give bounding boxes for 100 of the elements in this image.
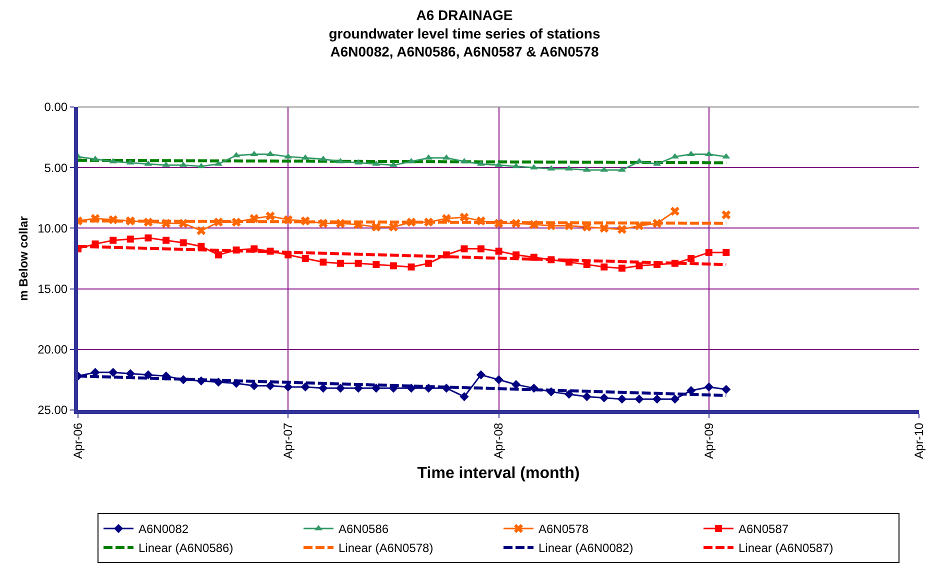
point	[144, 160, 152, 166]
y-tick-label: 20.00	[38, 342, 68, 357]
point	[617, 394, 627, 404]
point	[388, 222, 398, 232]
point	[548, 256, 555, 264]
point	[90, 214, 100, 224]
point	[232, 378, 241, 388]
point	[671, 260, 678, 267]
point	[600, 393, 609, 402]
point	[546, 221, 556, 230]
point	[232, 218, 241, 227]
point	[302, 255, 309, 262]
point	[670, 394, 680, 404]
point	[476, 370, 486, 380]
point	[529, 220, 538, 230]
x-axis-title: Time interval (month)	[417, 465, 580, 482]
point	[722, 384, 731, 394]
legend-label: A6N0082	[138, 522, 189, 536]
point	[301, 154, 310, 160]
legend-label: Linear (A6N0586)	[138, 541, 234, 556]
point	[442, 214, 451, 224]
y-tick-label: 25.00	[38, 403, 68, 418]
point	[424, 218, 434, 227]
point	[144, 234, 152, 242]
y-tick-label: 5.00	[44, 160, 68, 175]
legend-label: Linear (A6N0587)	[738, 541, 834, 556]
point	[108, 215, 118, 224]
point	[547, 165, 556, 171]
point	[144, 370, 153, 380]
point	[250, 381, 259, 390]
point	[232, 152, 240, 158]
legend-label: A6N0578	[538, 522, 589, 536]
point	[178, 375, 188, 384]
point	[476, 160, 485, 166]
point	[653, 160, 662, 166]
point	[144, 218, 153, 227]
y-axis-title: m Below collar	[16, 216, 30, 301]
point	[318, 384, 328, 393]
point	[250, 150, 258, 156]
x-tick-label: Apr-06	[70, 422, 85, 459]
point	[546, 387, 556, 396]
point	[162, 218, 171, 228]
point	[214, 251, 222, 258]
point	[336, 260, 344, 267]
point	[284, 251, 292, 258]
point	[636, 262, 643, 270]
point	[688, 255, 695, 262]
point	[318, 218, 328, 228]
point	[388, 384, 398, 393]
point	[266, 212, 275, 221]
point	[442, 384, 451, 393]
point	[652, 394, 662, 404]
point	[460, 245, 468, 252]
point	[250, 214, 259, 224]
point	[266, 150, 274, 156]
y-tick-label: 0.00	[44, 100, 68, 114]
x-tick-label: Apr-08	[492, 422, 506, 459]
point	[722, 210, 731, 220]
point	[180, 239, 187, 246]
legend-label: Linear (A6N0082)	[538, 541, 634, 556]
point	[336, 384, 346, 393]
point	[354, 260, 362, 267]
point	[477, 245, 484, 252]
point	[704, 150, 713, 156]
point	[618, 264, 626, 272]
point	[178, 218, 188, 228]
point	[390, 262, 397, 270]
point	[284, 382, 293, 392]
point	[250, 245, 258, 252]
point	[266, 248, 274, 255]
point	[600, 224, 609, 233]
point	[336, 218, 346, 228]
point	[530, 254, 538, 261]
y-tick-label: 15.00	[38, 282, 68, 296]
point	[300, 382, 310, 392]
legend-label: A6N0587	[738, 522, 789, 536]
point	[198, 242, 205, 250]
point	[442, 154, 450, 160]
point	[705, 248, 712, 256]
point	[162, 372, 171, 381]
point	[162, 236, 170, 244]
point	[372, 261, 380, 268]
point	[512, 218, 521, 228]
point	[372, 384, 381, 393]
point	[494, 218, 504, 228]
point	[214, 218, 223, 227]
point	[196, 376, 206, 386]
point	[300, 216, 310, 226]
point	[634, 221, 644, 230]
point	[372, 160, 380, 166]
point	[126, 236, 134, 243]
point	[687, 150, 696, 156]
point	[284, 215, 293, 224]
point	[354, 220, 363, 230]
legend-label: Linear (A6N0578)	[338, 541, 434, 556]
x-tick-label: Apr-09	[702, 422, 716, 459]
point	[108, 368, 118, 377]
point	[654, 261, 661, 268]
point	[372, 222, 381, 232]
point	[197, 162, 206, 168]
